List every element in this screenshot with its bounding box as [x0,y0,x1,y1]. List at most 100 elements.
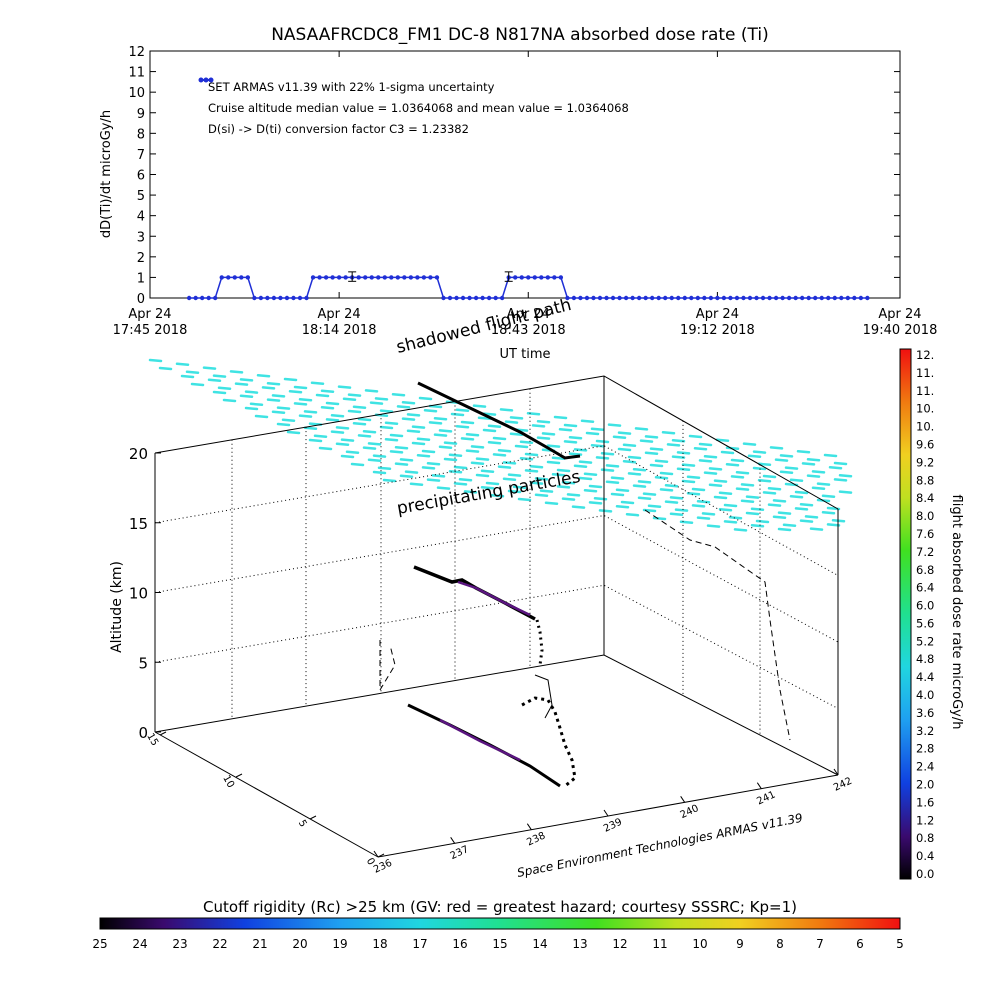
precip-mark [450,412,465,417]
data-point [376,275,381,280]
precip-mark [389,433,404,438]
precip-mark [585,431,600,436]
cutoff-rigidity-colorbar: Cutoff rigidity (Rc) >25 km (GV: red = g… [92,898,903,951]
side-projection-track [379,640,396,692]
precip-mark [433,433,448,437]
precip-mark [703,471,718,475]
precip-mark [728,515,743,520]
flight-track-descent [535,619,544,666]
precip-mark [610,492,625,497]
precip-mark [499,408,514,412]
z-tick-label: 0 [138,724,148,742]
data-point [343,275,348,280]
precip-mark [389,450,404,454]
precip-mark [463,490,478,494]
precip-mark [298,397,313,402]
rigidity-tick-label: 12 [612,937,627,951]
time-series-panel: NASAAFRCDC8_FM1 DC-8 N817NA absorbed dos… [99,25,937,362]
precip-mark [784,466,799,470]
precip-mark [733,528,748,532]
precip-mark [556,485,571,489]
precip-mark [394,445,409,450]
precip-mark [723,503,738,508]
y-tick-label: 2 [137,251,145,266]
precip-mark [659,488,674,492]
rigidity-tick-label: 10 [692,937,707,951]
legend-line-2: Cruise altitude median value = 1.0364068… [208,101,629,115]
precip-mark [794,507,809,511]
data-point [741,295,746,301]
precip-mark [482,412,497,416]
colorbar-tick-label: 12. [916,348,934,362]
precip-mark [573,448,588,452]
precip-mark [740,483,755,487]
rigidity-tick-label: 25 [92,937,107,951]
precip-mark [372,470,387,475]
data-point [656,295,661,301]
precip-mark [401,400,416,405]
colorbar-tick-label: 1.2 [916,813,934,827]
precip-mark [698,459,713,463]
data-point [858,295,864,301]
precip-mark [605,480,620,485]
rigidity-tick-label: 13 [572,937,587,951]
data-point [493,295,498,301]
precip-mark [799,519,814,523]
data-point [826,295,831,301]
data-point [636,295,642,301]
flight-tracks [379,381,791,788]
data-point [786,295,792,301]
data-point [382,275,387,280]
precip-mark [539,489,554,493]
precip-mark [671,455,686,459]
precip-mark [703,454,718,459]
x-tick-label-date: Apr 24 [507,307,550,322]
precip-mark [320,389,335,394]
precip-mark [406,413,421,417]
rigidity-tick-label: 17 [412,937,427,951]
precip-mark [588,501,603,505]
data-point [715,295,720,301]
precip-mark [828,465,843,470]
y-tick-label: 11 [128,66,145,81]
data-point [747,295,753,301]
colorbar-tick-label: 4.0 [916,688,934,702]
precip-mark [639,439,654,443]
precip-mark [681,463,696,467]
precip-mark [465,432,480,437]
precip-mark [708,483,723,488]
precip-mark [507,489,522,494]
x-tick-label-3d: 237 [449,844,471,862]
legend-marker [203,77,209,83]
y-tick-label: 8 [137,127,145,142]
data-point [454,295,459,301]
precip-mark [595,439,610,444]
precip-mark [551,472,566,477]
x-tick-label-time: 17:45 2018 [113,323,188,338]
colorbar-tick-label: 3.6 [916,706,934,720]
x-tick-label-3d: 238 [525,830,547,848]
precip-mark [362,429,377,434]
precip-mark [497,448,512,453]
precip-mark [217,386,232,391]
precip-mark [644,435,659,439]
precip-mark [735,487,750,491]
x-tick-mark-3d [756,782,762,789]
colorbar-tick-label: 8.0 [916,509,934,523]
precip-mark [453,482,468,486]
precip-mark [661,430,676,435]
data-point [552,275,557,280]
precip-mark [239,378,254,382]
precip-mark [534,493,549,498]
precip-mark [610,476,625,480]
data-point [513,275,518,280]
colorbar-tick-label: 0.4 [916,849,934,863]
precip-mark [357,434,372,438]
precip-mark [497,465,512,469]
precip-mark [367,442,382,446]
precip-mark [244,390,259,394]
precip-mark [293,402,308,406]
grid-line-altitude [154,584,839,709]
